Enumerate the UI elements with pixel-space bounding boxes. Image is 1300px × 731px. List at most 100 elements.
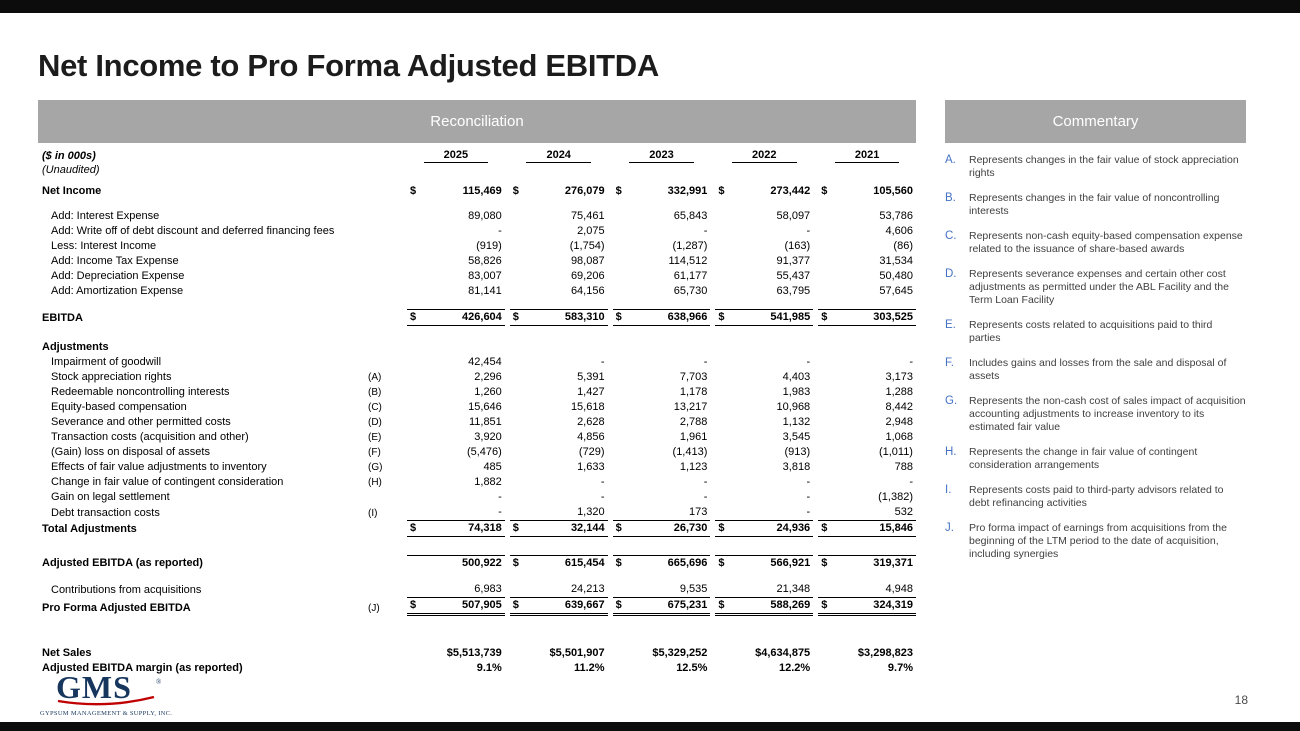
commentary-letter: D. <box>945 268 957 280</box>
value-number: 58,097 <box>776 210 811 222</box>
value-number: - <box>909 356 913 368</box>
value-number: 83,007 <box>468 270 502 282</box>
value-number: 24,936 <box>776 522 811 534</box>
value-number: (1,382) <box>878 491 913 503</box>
value-cell: 788 <box>818 460 916 475</box>
value-number: 11,851 <box>468 416 502 428</box>
value-number: 583,310 <box>564 311 605 323</box>
commentary-text: Represents costs paid to third-party adv… <box>969 484 1224 509</box>
value-number: 1,320 <box>577 506 605 518</box>
value-number: 64,156 <box>570 285 605 297</box>
table-row: Debt transaction costs (I) - 1,320 173 - 532 <box>38 505 916 521</box>
value-number: 24,213 <box>570 583 605 595</box>
value-number: 319,371 <box>873 557 913 569</box>
slide-title: Net Income to Pro Forma Adjusted EBITDA <box>38 48 659 83</box>
value-number: (1,413) <box>672 446 708 458</box>
value-number: - <box>498 225 502 237</box>
row-footnote-ref: (C) <box>368 402 382 413</box>
row-label: Debt transaction costs <box>51 507 160 519</box>
commentary-letter: A. <box>945 154 956 166</box>
value-cell: 63,795 <box>715 284 813 299</box>
value-cell: 3,545 <box>715 430 813 445</box>
year-header: 2025 <box>423 149 489 163</box>
table-row: Severance and other permitted costs (D) 11… <box>38 415 916 430</box>
value-number: - <box>806 476 811 488</box>
row-label: (Gain) loss on disposal of assets <box>51 446 210 458</box>
commentary-item: J. Pro forma impact of earnings from acqu… <box>945 522 1246 561</box>
value-number: - <box>806 356 811 368</box>
value-cell: (729) <box>510 445 608 460</box>
year-header-cell: 2023 <box>613 149 711 163</box>
year-header: 2022 <box>732 149 797 163</box>
registered-mark: ® <box>156 678 162 686</box>
value-number: 21,348 <box>776 583 811 595</box>
dollar-sign: $ <box>410 311 417 323</box>
value-number: 32,144 <box>570 522 605 534</box>
value-cell: $566,921 <box>715 555 814 571</box>
value-number: 2,948 <box>885 416 913 428</box>
value-cell: $5,501,907 <box>510 646 608 661</box>
value-cell: $319,371 <box>818 555 916 571</box>
table-row: Add: Income Tax Expense 58,826 98,087 114,5… <box>38 254 916 269</box>
value-cell: - <box>818 355 916 370</box>
value-cell: $15,846 <box>818 521 916 537</box>
row-footnote-ref: (I) <box>368 508 378 519</box>
value-cell: 15,618 <box>510 400 608 415</box>
value-cell: - <box>613 490 711 505</box>
value-cell: $588,269 <box>715 598 814 616</box>
value-cell: 69,206 <box>510 269 608 284</box>
value-number: 665,696 <box>667 557 708 569</box>
page-number: 18 <box>1234 693 1248 707</box>
row-label: Less: Interest Income <box>51 240 157 252</box>
value-number: 5,391 <box>577 371 605 383</box>
row-footnote-ref: (G) <box>368 462 383 473</box>
row-label: Adjustments <box>42 341 109 353</box>
gms-logo-text: GMS <box>56 670 132 705</box>
value-number: 2,296 <box>474 371 502 383</box>
value-cell: 9.1% <box>407 661 505 676</box>
year-header: 2021 <box>834 149 900 163</box>
value-number: $3,298,823 <box>857 647 913 659</box>
value-cell: (5,476) <box>407 445 505 460</box>
row-label: Total Adjustments <box>42 523 137 535</box>
row-label: EBITDA <box>42 312 83 324</box>
commentary-letter: E. <box>945 319 956 331</box>
value-cell: $324,319 <box>818 598 916 616</box>
value-cell: 173 <box>612 505 711 521</box>
row-label: Add: Amortization Expense <box>51 285 184 297</box>
value-number: 1,178 <box>679 386 708 398</box>
table-row: Total Adjustments $74,318 $32,144 $26,730 $2… <box>38 521 916 537</box>
table-row: Pro Forma Adjusted EBITDA (J) $507,905 $639… <box>38 598 916 616</box>
value-number: 55,437 <box>776 270 811 282</box>
value-number: 4,948 <box>885 583 913 595</box>
value-cell: 13,217 <box>613 400 711 415</box>
value-number: - <box>600 356 605 368</box>
value-cell: $74,318 <box>407 521 505 537</box>
value-number: $4,634,875 <box>755 647 811 659</box>
value-cell: 89,080 <box>407 209 505 224</box>
row-label: Net Income <box>42 185 102 197</box>
value-cell: - <box>715 505 814 521</box>
units-label: ($ in 000s) <box>42 150 96 162</box>
value-number: (5,476) <box>466 446 502 458</box>
value-cell: 12.2% <box>715 661 813 676</box>
value-cell: $332,991 <box>613 184 711 199</box>
value-cell: 15,646 <box>407 400 505 415</box>
value-number: - <box>498 506 502 518</box>
dollar-sign: $ <box>718 185 725 197</box>
table-header-label-cell: ($ in 000s) (Unaudited) <box>38 149 368 177</box>
value-cell: (1,754) <box>510 239 608 254</box>
table-row: Change in fair value of contingent consi… <box>38 475 916 490</box>
value-number: - <box>498 491 502 503</box>
table-row: Add: Depreciation Expense 83,007 69,206 61,… <box>38 269 916 284</box>
commentary-item: G. Represents the non-cash cost of sales … <box>945 395 1246 434</box>
value-number: - <box>600 476 605 488</box>
value-cell: 21,348 <box>715 582 814 598</box>
value-number: (1,287) <box>672 240 708 252</box>
value-cell: 4,948 <box>818 582 916 598</box>
value-cell: 1,132 <box>715 415 813 430</box>
value-cell: $541,985 <box>715 309 814 326</box>
commentary-text: Represents costs related to acquisitions… <box>969 319 1213 344</box>
table-row: Net Income $115,469 $276,079 $332,991 $273,4… <box>38 184 916 199</box>
value-cell: $675,231 <box>612 598 711 616</box>
